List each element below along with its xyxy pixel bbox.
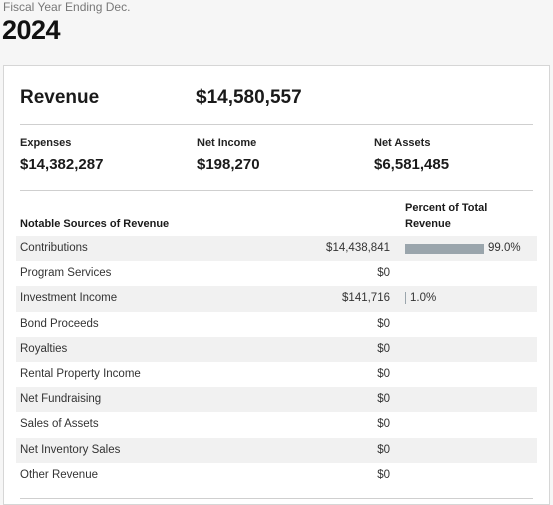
- financial-card: Revenue $14,580,557 Expenses $14,382,287…: [3, 65, 550, 505]
- divider: [20, 190, 533, 191]
- source-name: Bond Proceeds: [20, 317, 99, 330]
- revenue-value: $14,580,557: [196, 87, 302, 108]
- divider: [20, 124, 533, 125]
- sources-header: Notable Sources of Revenue: [20, 218, 170, 230]
- expenses-label: Expenses: [20, 137, 72, 149]
- percent-label: 99.0%: [488, 242, 521, 254]
- fiscal-year-label: Fiscal Year Ending Dec.: [3, 0, 131, 14]
- source-name: Rental Property Income: [20, 367, 141, 380]
- divider: [20, 498, 533, 499]
- source-name: Investment Income: [20, 292, 118, 305]
- percent-bar: [405, 244, 484, 254]
- revenue-label: Revenue: [20, 87, 100, 108]
- source-amount: $0: [377, 393, 390, 406]
- expenses-value: $14,382,287: [20, 156, 104, 173]
- source-name: Contributions: [20, 242, 88, 254]
- source-name: Net Fundraising: [20, 393, 102, 406]
- source-amount: $0: [377, 267, 390, 280]
- table-row: Contributions $14,438,841 99.0%: [16, 236, 537, 262]
- source-amount: $14,438,841: [326, 242, 390, 254]
- source-name: Other Revenue: [20, 468, 98, 481]
- net-income-value: $198,270: [197, 156, 260, 173]
- source-name: Royalties: [20, 342, 68, 355]
- net-assets-label: Net Assets: [374, 137, 431, 149]
- source-amount: $141,716: [342, 292, 390, 305]
- source-amount: $0: [377, 443, 390, 456]
- percent-header: Percent of Total Revenue: [405, 202, 488, 230]
- table-row: Rental Property Income $0: [16, 362, 537, 387]
- table-row: Sales of Assets $0: [16, 412, 537, 437]
- table-row: Program Services $0: [16, 261, 537, 286]
- table-row: Other Revenue $0: [16, 463, 537, 488]
- table-row: Bond Proceeds $0: [16, 312, 537, 337]
- source-name: Net Inventory Sales: [20, 443, 121, 456]
- percent-bar: [405, 292, 406, 305]
- revenue-sources-table: Contributions $14,438,841 99.0% Program Ser…: [16, 236, 537, 488]
- source-amount: $0: [377, 367, 390, 380]
- source-amount: $0: [377, 317, 390, 330]
- table-row: Net Inventory Sales $0: [16, 437, 537, 463]
- net-income-label: Net Income: [197, 137, 257, 149]
- table-row: Investment Income $141,716 1.0%: [16, 286, 537, 312]
- net-assets-value: $6,581,485: [374, 156, 450, 173]
- table-row: Royalties $0: [16, 336, 537, 362]
- table-row: Net Fundraising $0: [16, 387, 537, 413]
- expenses-summary: Expenses $14,382,287: [20, 136, 103, 174]
- fiscal-year: 2024: [2, 15, 61, 45]
- revenue-row: Revenue $14,580,557: [20, 86, 535, 118]
- source-amount: $0: [377, 342, 390, 355]
- net-assets-summary: Net Assets $6,581,485: [374, 136, 449, 174]
- source-name: Sales of Assets: [20, 418, 99, 431]
- percent-label: 1.0%: [410, 292, 437, 305]
- net-income-summary: Net Income $198,270: [197, 136, 260, 174]
- source-name: Program Services: [20, 267, 112, 280]
- summary-row: Expenses $14,382,287 Net Income $198,270…: [20, 136, 535, 180]
- source-amount: $0: [377, 418, 390, 431]
- source-amount: $0: [377, 468, 390, 481]
